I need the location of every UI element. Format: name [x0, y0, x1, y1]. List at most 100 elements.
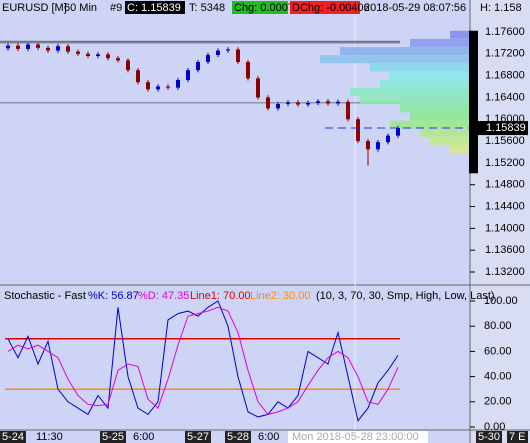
panel-header: (10, 3, 70, 30, Smp, High, Low, Last)	[316, 290, 495, 302]
y-tick-label: 1.16400	[485, 91, 525, 103]
candle-body	[106, 54, 110, 59]
candle-body	[126, 60, 130, 71]
cursor-time-box	[288, 431, 428, 443]
x-label-box	[225, 431, 251, 443]
candle-body	[16, 45, 20, 49]
profile-bar	[450, 145, 470, 154]
profile-bar	[430, 137, 470, 146]
profile-bar	[360, 96, 470, 105]
candle-body	[336, 101, 340, 104]
panel-header: Line2: 30.00	[250, 290, 311, 302]
y-tick-label: 1.17200	[485, 48, 525, 60]
candle-body	[96, 54, 100, 56]
candle-body	[166, 86, 170, 88]
candle-body	[396, 128, 400, 136]
y-tick-label: 40.00	[484, 371, 512, 383]
y-tick-label: 1.14800	[485, 179, 525, 191]
candle-body	[46, 47, 50, 51]
stoch-line	[7, 306, 399, 415]
y-tick-label: 1.16800	[485, 70, 525, 82]
y-tick-label: 1.17600	[485, 26, 525, 38]
x-tick-label: 5-24	[2, 431, 24, 443]
header-text: EURUSD [M]	[2, 2, 67, 14]
profile-bar	[410, 112, 470, 121]
y-tick-label: 1.14400	[485, 200, 525, 212]
last-price-label: 1.15839	[486, 122, 526, 134]
candle-body	[296, 102, 300, 105]
profile-bar	[420, 128, 470, 137]
y-tick-label: 100.00	[484, 295, 518, 307]
candle-body	[86, 53, 90, 56]
y-tick-label: 1.15200	[485, 157, 525, 169]
header-text: T: 5348	[189, 2, 225, 14]
x-tick-label: 6:00	[258, 431, 279, 443]
y-tick-label: 1.15600	[485, 135, 525, 147]
candle-body	[116, 58, 120, 61]
x-label-box	[100, 431, 126, 443]
profile-bar	[350, 88, 470, 96]
x-tick-label: Mon 2018-05-28 23:00:00	[292, 431, 419, 443]
last-price-box	[472, 121, 528, 136]
header-text: 60 Min	[64, 2, 97, 14]
header-bg	[290, 1, 360, 14]
header-bg	[232, 1, 288, 14]
x-label-box	[476, 431, 502, 443]
profile-bar	[410, 38, 470, 47]
candle-body	[26, 44, 30, 49]
x-label-box	[185, 431, 211, 443]
x-tick-label: 5-27	[187, 431, 209, 443]
candle-body	[356, 119, 360, 142]
candle-body	[386, 135, 390, 143]
candle-body	[256, 78, 260, 98]
profile-bar	[390, 120, 470, 129]
candle-body	[266, 97, 270, 109]
candle-body	[376, 142, 380, 150]
profile-bar	[340, 47, 470, 56]
y-tick-label: 0.00	[484, 421, 505, 433]
candle-body	[186, 70, 190, 80]
x-tick-label: 7 E	[509, 431, 526, 443]
profile-bar	[320, 55, 470, 64]
candle-body	[226, 49, 230, 51]
candle-body	[306, 102, 310, 105]
candle-body	[146, 82, 150, 90]
x-tick-label: 5-28	[227, 431, 249, 443]
candle-body	[206, 54, 210, 62]
x-tick-label: 5-25	[102, 431, 124, 443]
profile-bar	[450, 30, 470, 39]
header-text: H: 1.158	[480, 2, 522, 14]
candle-body	[66, 46, 70, 52]
header-text: #9	[110, 2, 122, 14]
y-tick-label: 60.00	[484, 345, 512, 357]
panel-title: Stochastic - Fast	[4, 290, 86, 302]
profile-bar	[380, 79, 470, 88]
y-tick-label: 1.14000	[485, 222, 525, 234]
candle-body	[246, 62, 250, 79]
x-tick-label: 5-30	[478, 431, 500, 443]
x-tick-label: 6:00	[133, 431, 154, 443]
candle-body	[346, 101, 350, 120]
candle-body	[286, 102, 290, 104]
candle-body	[196, 62, 200, 71]
candle-body	[316, 101, 320, 103]
header-text: 2018-05-29 08:07:56	[364, 2, 466, 14]
profile-bar	[370, 63, 470, 72]
candle-body	[216, 50, 220, 55]
x-label-box	[507, 431, 528, 443]
x-label-box	[0, 431, 26, 443]
y-tick-label: 1.13600	[485, 244, 525, 256]
panel-header: Line1: 70.00	[190, 290, 251, 302]
candle-body	[76, 51, 80, 54]
header-bg	[125, 1, 185, 14]
candle-body	[366, 141, 370, 150]
stoch-line	[7, 300, 399, 422]
panel-header: %D: 47.35	[138, 290, 189, 302]
candle-body	[36, 44, 40, 48]
x-tick-label: 11:30	[36, 431, 63, 443]
y-tick-label: 20.00	[484, 396, 512, 408]
volume-bar	[469, 30, 478, 174]
candle-body	[176, 80, 180, 88]
panel-header: %K: 56.87	[88, 290, 139, 302]
y-tick-label: 1.13200	[485, 266, 525, 278]
